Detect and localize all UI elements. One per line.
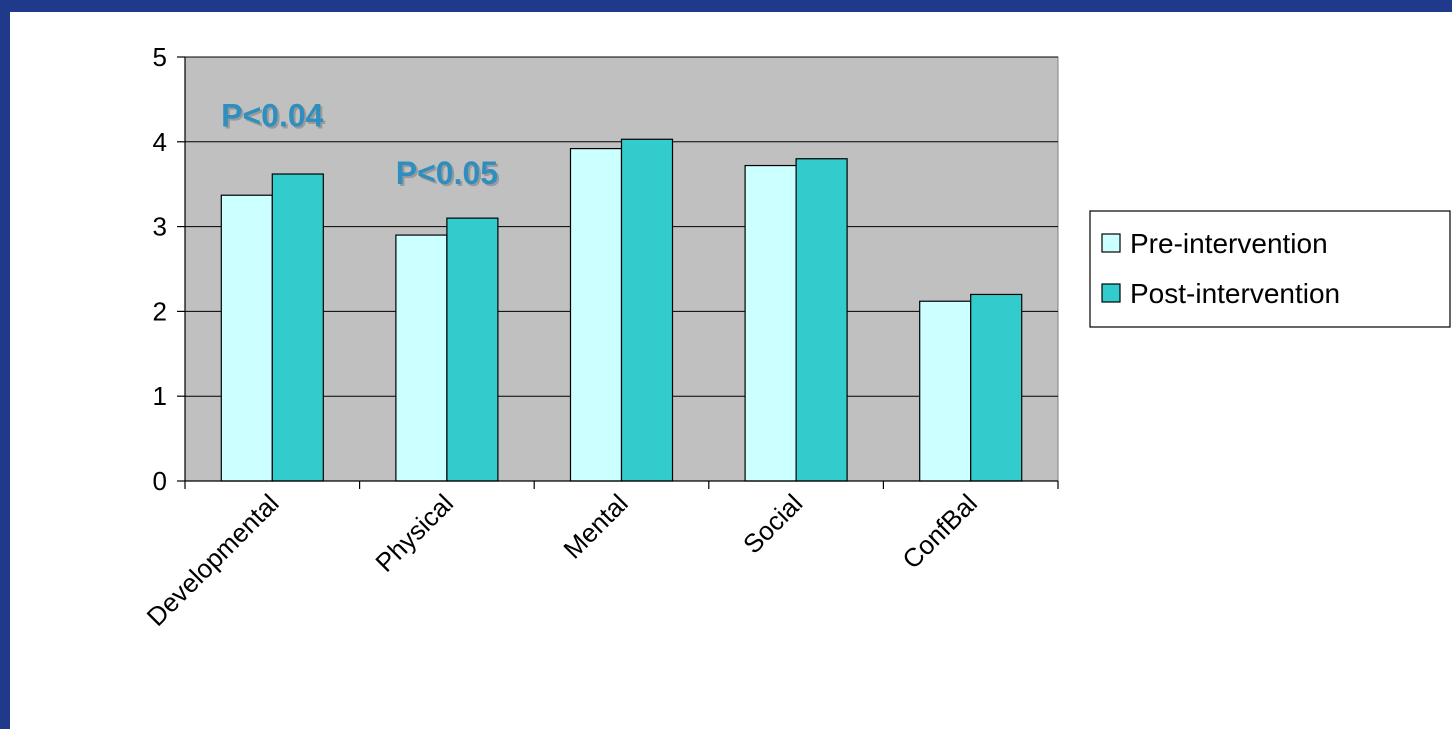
x-tick-label: Physical <box>369 488 459 578</box>
legend-box <box>1089 210 1451 328</box>
bar-post-physical <box>446 217 499 482</box>
bar-post-developmental <box>271 173 324 482</box>
x-tick-label: Social <box>737 488 808 559</box>
annotation-shadow: P<0.04 <box>223 100 326 136</box>
y-tick-label: 3 <box>153 212 167 242</box>
y-tick-label: 4 <box>153 127 167 157</box>
annotation: P<0.04 <box>221 98 324 134</box>
legend-label: Post-intervention <box>1130 278 1340 309</box>
x-tick-label: Developmental <box>141 488 285 632</box>
bar-pre-developmental <box>220 194 273 482</box>
bar-post-social <box>795 158 848 482</box>
y-tick-label: 2 <box>153 296 167 326</box>
y-axis-ticks: 0 1 2 3 4 5 <box>153 42 185 496</box>
bar-chart: 0 1 2 3 4 5 Developmental Physical Mental Social… <box>141 42 1451 632</box>
axes <box>184 57 1059 489</box>
bar-pre-confbal <box>919 300 972 482</box>
slide: 0 1 2 3 4 5 Developmental Physical Mental Social… <box>10 12 1452 729</box>
y-tick-label: 0 <box>153 466 167 496</box>
bars <box>220 138 1023 482</box>
annotation: P<0.05 <box>396 155 498 191</box>
x-tick-label: ConfBal <box>896 488 983 575</box>
legend-swatch <box>1101 233 1121 253</box>
x-tick-label: Mental <box>557 488 633 564</box>
bar-pre-physical <box>395 234 448 482</box>
bar-pre-mental <box>569 147 623 482</box>
x-axis-labels: Developmental Physical Mental Social ConfBal <box>141 488 983 632</box>
bar-post-mental <box>620 138 674 482</box>
legend: Pre-intervention Post-intervention <box>1089 210 1451 328</box>
legend-swatch <box>1101 283 1121 303</box>
y-tick-label: 1 <box>153 381 167 411</box>
legend-label: Pre-intervention <box>1130 228 1328 259</box>
y-tick-label: 5 <box>153 42 167 72</box>
annotation-shadow: P<0.05 <box>398 157 500 193</box>
bar-post-confbal <box>970 293 1023 482</box>
annotations: P<0.04P<0.04P<0.05P<0.05 <box>221 98 500 194</box>
bar-pre-social <box>744 164 797 482</box>
